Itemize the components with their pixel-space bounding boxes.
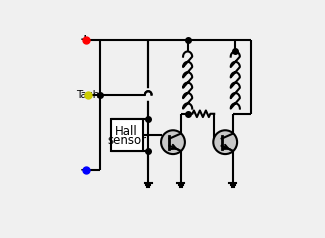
Text: Hall: Hall bbox=[115, 125, 138, 138]
Text: +: + bbox=[80, 33, 90, 46]
Circle shape bbox=[161, 130, 185, 154]
Text: sensor: sensor bbox=[107, 134, 146, 147]
Text: Tach: Tach bbox=[76, 89, 99, 99]
Text: −: − bbox=[80, 163, 90, 176]
Bar bbox=[111, 119, 143, 151]
Circle shape bbox=[213, 130, 237, 154]
